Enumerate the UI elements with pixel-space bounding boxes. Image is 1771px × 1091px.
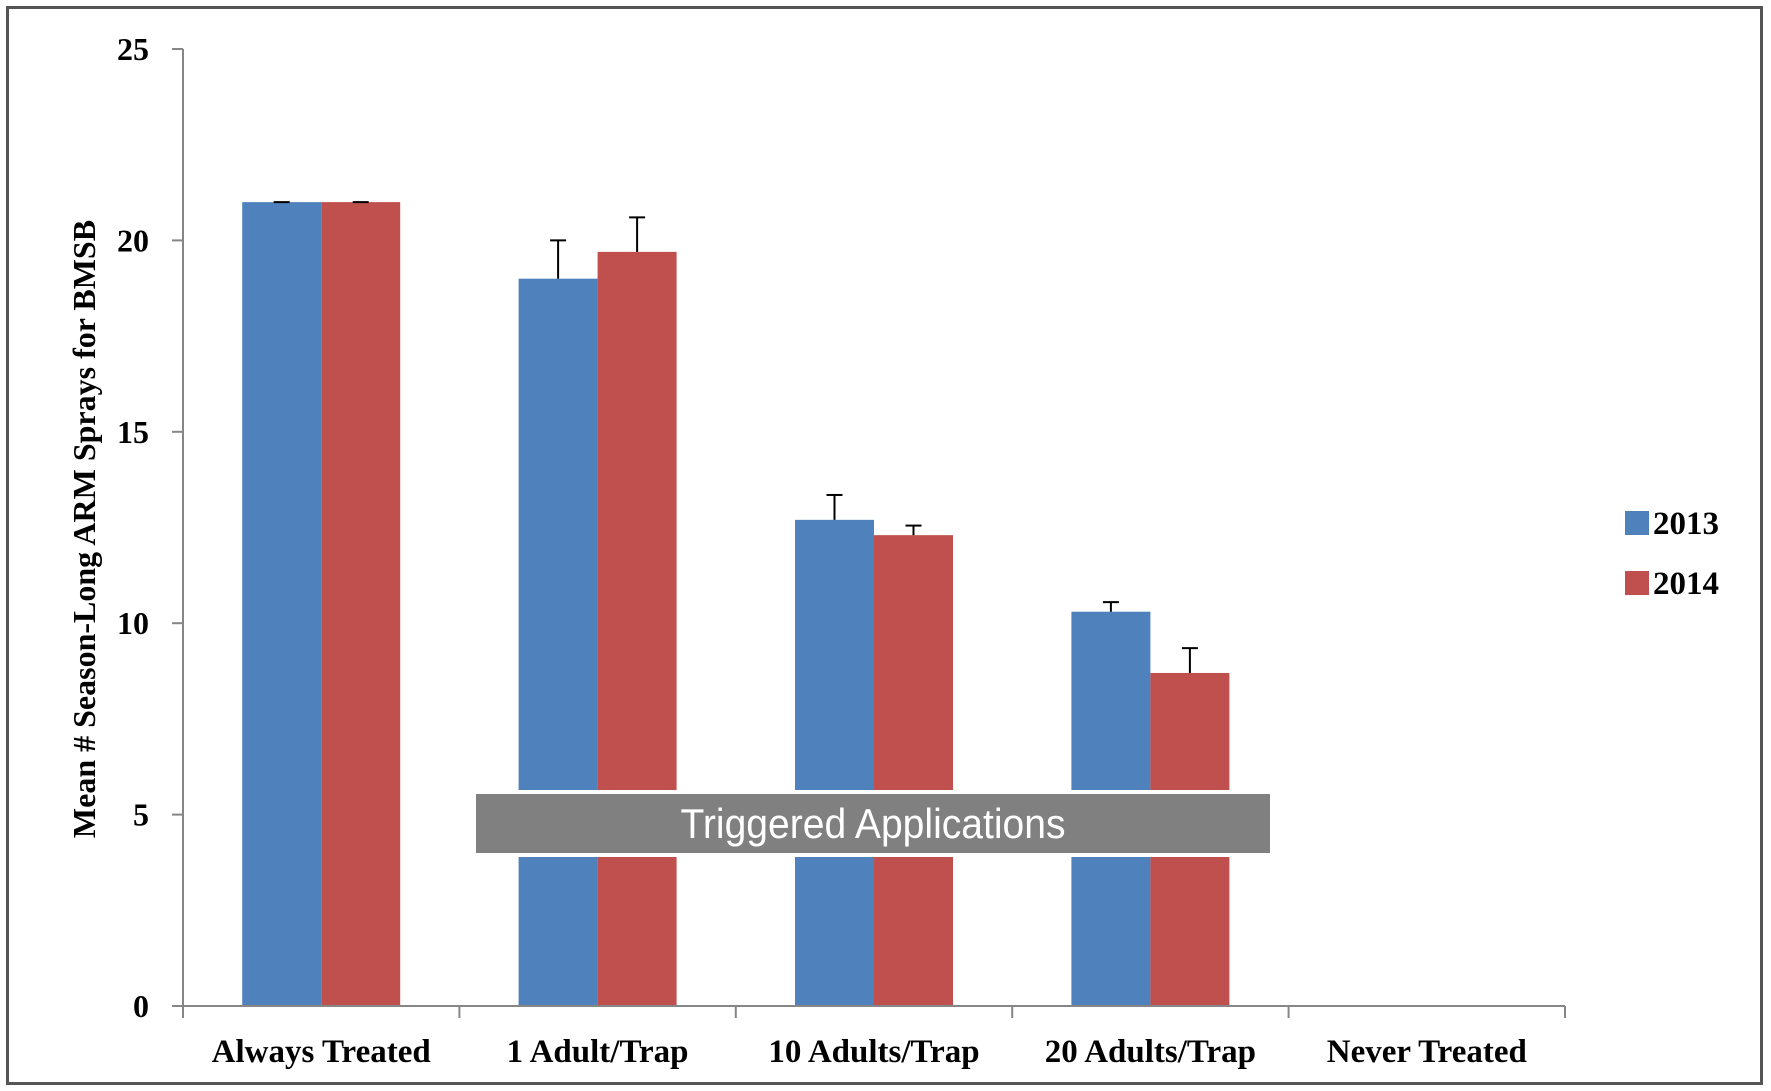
bar-2013-2	[795, 519, 874, 1006]
y-tick-label-2: 10	[117, 605, 149, 641]
legend-swatch-2013	[1625, 511, 1649, 535]
bar-2014-1	[597, 251, 677, 1006]
x-category-label-4: Never Treated	[1327, 1034, 1527, 1070]
x-category-label-2: 10 Adults/Trap	[768, 1034, 979, 1070]
y-tick-label-4: 20	[117, 222, 149, 258]
annotation-banner: Triggered Applications	[476, 790, 1270, 857]
axes-layer: 0 5 10 15 20 25 Always Treated 1 Adult/Trap 10 A…	[117, 31, 1566, 1070]
annotation-box	[476, 794, 1270, 853]
legend-label-2014: 2014	[1653, 566, 1719, 602]
bars-layer	[242, 201, 1230, 1006]
legend: 2013 2014	[1625, 506, 1719, 602]
bar-2013-1	[518, 278, 598, 1006]
x-category-label-1: 1 Adult/Trap	[507, 1034, 689, 1070]
legend-label-2013: 2013	[1653, 506, 1719, 542]
bar-2013-0	[242, 202, 322, 1006]
y-tick-label-0: 0	[133, 988, 149, 1024]
bar-2014-2	[874, 535, 953, 1006]
legend-swatch-2014	[1625, 571, 1649, 595]
y-axis-label: Mean # Season-Long ARM Sprays for BMSB	[66, 220, 102, 838]
y-tick-label-3: 15	[117, 414, 149, 450]
x-category-label-3: 20 Adults/Trap	[1045, 1034, 1256, 1070]
x-category-label-0: Always Treated	[212, 1034, 431, 1070]
y-tick-label-5: 25	[117, 31, 149, 67]
annotation-label: Triggered Applications	[681, 800, 1066, 847]
bar-2014-0	[321, 202, 401, 1006]
y-tick-label-1: 5	[133, 797, 149, 833]
